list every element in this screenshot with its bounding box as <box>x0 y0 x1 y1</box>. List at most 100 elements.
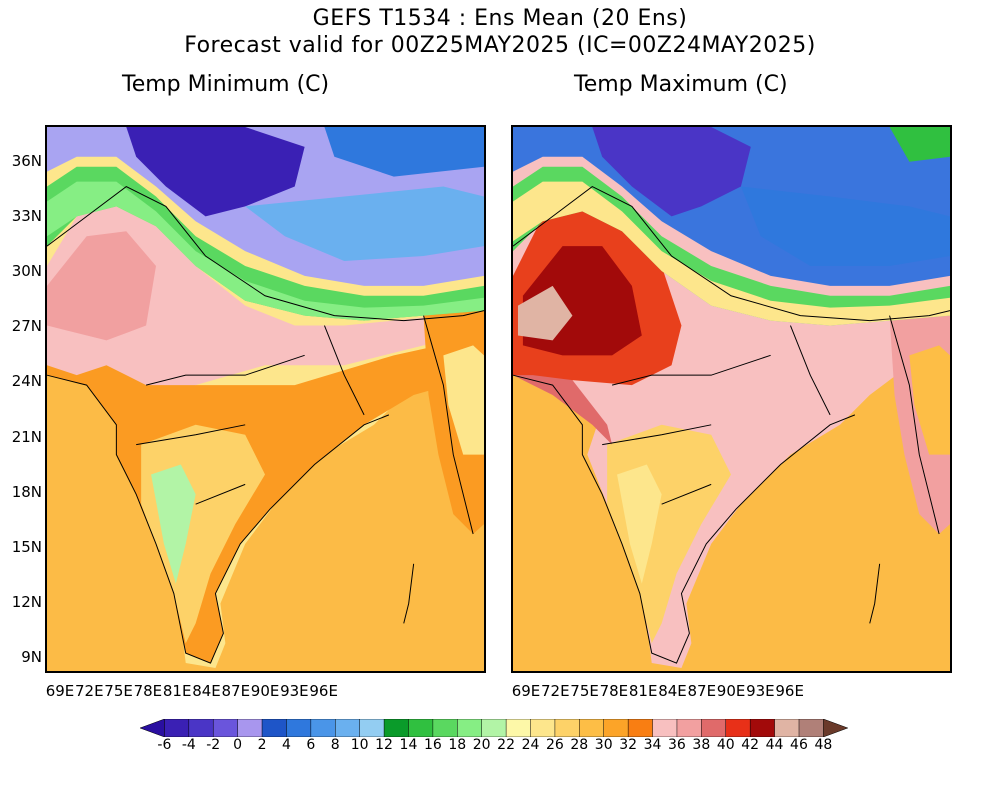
colorbar-swatch <box>530 719 556 737</box>
colorbar <box>140 719 860 737</box>
colorbar-label: 4 <box>281 737 291 753</box>
colorbar-label: 8 <box>330 737 340 753</box>
colorbar-swatch <box>432 719 459 737</box>
lat-label: 21N <box>11 427 42 446</box>
colorbar-swatch <box>164 719 190 737</box>
colorbar-label: 44 <box>765 737 784 753</box>
colorbar-label: 48 <box>814 737 833 753</box>
colorbar-swatch <box>237 719 263 737</box>
colorbar-label: 30 <box>594 737 613 753</box>
tibet-blue-patch <box>245 186 484 262</box>
chart-subtitle: Forecast valid for 00Z25MAY2025 (IC=00Z2… <box>184 33 816 58</box>
lon-label: 72E <box>541 682 570 700</box>
colorbar-label: 24 <box>521 737 540 753</box>
colorbar-swatch <box>627 719 654 737</box>
colorbar-label: 34 <box>643 737 662 753</box>
colorbar-swatch <box>554 719 581 737</box>
colorbar-swatch <box>505 719 532 737</box>
tibet-blue <box>740 186 950 266</box>
colorbar-label: 12 <box>375 737 393 753</box>
colorbar-swatch <box>701 719 727 737</box>
chart-title: GEFS T1534 : Ens Mean (20 Ens) <box>312 6 688 31</box>
colorbar-label: 26 <box>545 737 564 753</box>
map-panel-temp-maximum <box>511 125 952 673</box>
colorbar-swatch <box>676 719 703 737</box>
northeast-hills <box>443 345 484 455</box>
colorbar-swatch <box>359 719 385 737</box>
lon-label: 81E <box>162 682 192 700</box>
lon-label: 75E <box>104 682 133 700</box>
colorbar-label: 6 <box>306 737 316 753</box>
political-boundaries <box>513 185 950 664</box>
himalaya-light-green <box>47 181 484 321</box>
lon-label: 96E <box>309 682 338 700</box>
western-ghats <box>617 464 662 584</box>
lon-label: 90E <box>716 682 746 700</box>
lon-label: 84E <box>192 682 221 700</box>
lon-label: 93E <box>746 682 775 700</box>
colorbar-swatch <box>798 719 825 737</box>
colorbar-swatch <box>457 719 483 737</box>
lat-label: 9N <box>21 647 42 666</box>
colorbar-label: 28 <box>570 737 589 753</box>
colorbar-label: 40 <box>716 737 735 753</box>
himalaya-green-band <box>513 166 950 326</box>
lat-label: 15N <box>11 537 42 556</box>
lon-label: 87E <box>687 682 717 700</box>
lat-label: 12N <box>11 592 42 611</box>
colorbar-swatch <box>212 719 239 737</box>
colorbar-label: 32 <box>619 737 638 753</box>
thar-extreme <box>517 285 573 341</box>
green-northeast-corner <box>889 127 950 162</box>
lon-label: 90E <box>250 682 280 700</box>
colorbar-swatch <box>383 719 410 737</box>
colorbar-label: 2 <box>257 737 267 753</box>
colorbar-label: 16 <box>423 737 442 753</box>
colorbar-swatch <box>140 719 165 737</box>
karakoram-cold <box>592 127 751 217</box>
colorbar-swatch <box>188 719 214 737</box>
lat-label: 24N <box>11 372 42 391</box>
temp-minimum-map <box>47 127 484 671</box>
colorbar-swatch <box>261 719 288 737</box>
colorbar-label: 36 <box>668 737 686 753</box>
northern-plains-warm <box>47 206 484 386</box>
colorbar-label: 38 <box>692 737 711 753</box>
coastal-warm-band <box>47 335 484 664</box>
colorbar-swatch <box>335 719 361 737</box>
colorbar-label: 22 <box>497 737 515 753</box>
colorbar-swatch <box>579 719 605 737</box>
temp-maximum-map <box>513 127 950 671</box>
colorbar-label: 42 <box>741 737 760 753</box>
colorbar-label: 20 <box>472 737 491 753</box>
himalaya-foothills <box>513 181 950 326</box>
colorbar-swatch <box>749 719 776 737</box>
lon-label: 81E <box>628 682 658 700</box>
colorbar-swatch <box>286 719 312 737</box>
colorbar-swatch <box>481 719 507 737</box>
lon-label: 87E <box>221 682 251 700</box>
colorbar-label: -2 <box>206 737 221 753</box>
western-ghats-cool <box>151 464 196 584</box>
colorbar-label: 10 <box>350 737 369 753</box>
colorbar-label: -6 <box>157 737 172 753</box>
gujarat-coast <box>513 365 613 445</box>
lat-label: 27N <box>11 317 42 336</box>
colorbar-swatch <box>774 719 800 737</box>
lat-label: 33N <box>11 207 42 226</box>
lon-label: 75E <box>570 682 599 700</box>
colorbar-swatch <box>310 719 337 737</box>
colorbar-label: -4 <box>181 737 196 753</box>
himalaya-green-band <box>47 166 484 321</box>
lat-label: 18N <box>11 482 42 501</box>
colorbar-label: 0 <box>233 737 243 753</box>
colorbar-swatch <box>652 719 678 737</box>
northeast-hills <box>909 345 950 455</box>
lon-label: 96E <box>775 682 804 700</box>
colorbar-swatch <box>603 719 629 737</box>
lon-label: 78E <box>133 682 163 700</box>
karakoram-coldest <box>126 127 305 217</box>
lat-label: 36N <box>11 152 42 170</box>
colorbar-svg <box>140 719 849 737</box>
rajasthan-plains <box>47 231 157 341</box>
